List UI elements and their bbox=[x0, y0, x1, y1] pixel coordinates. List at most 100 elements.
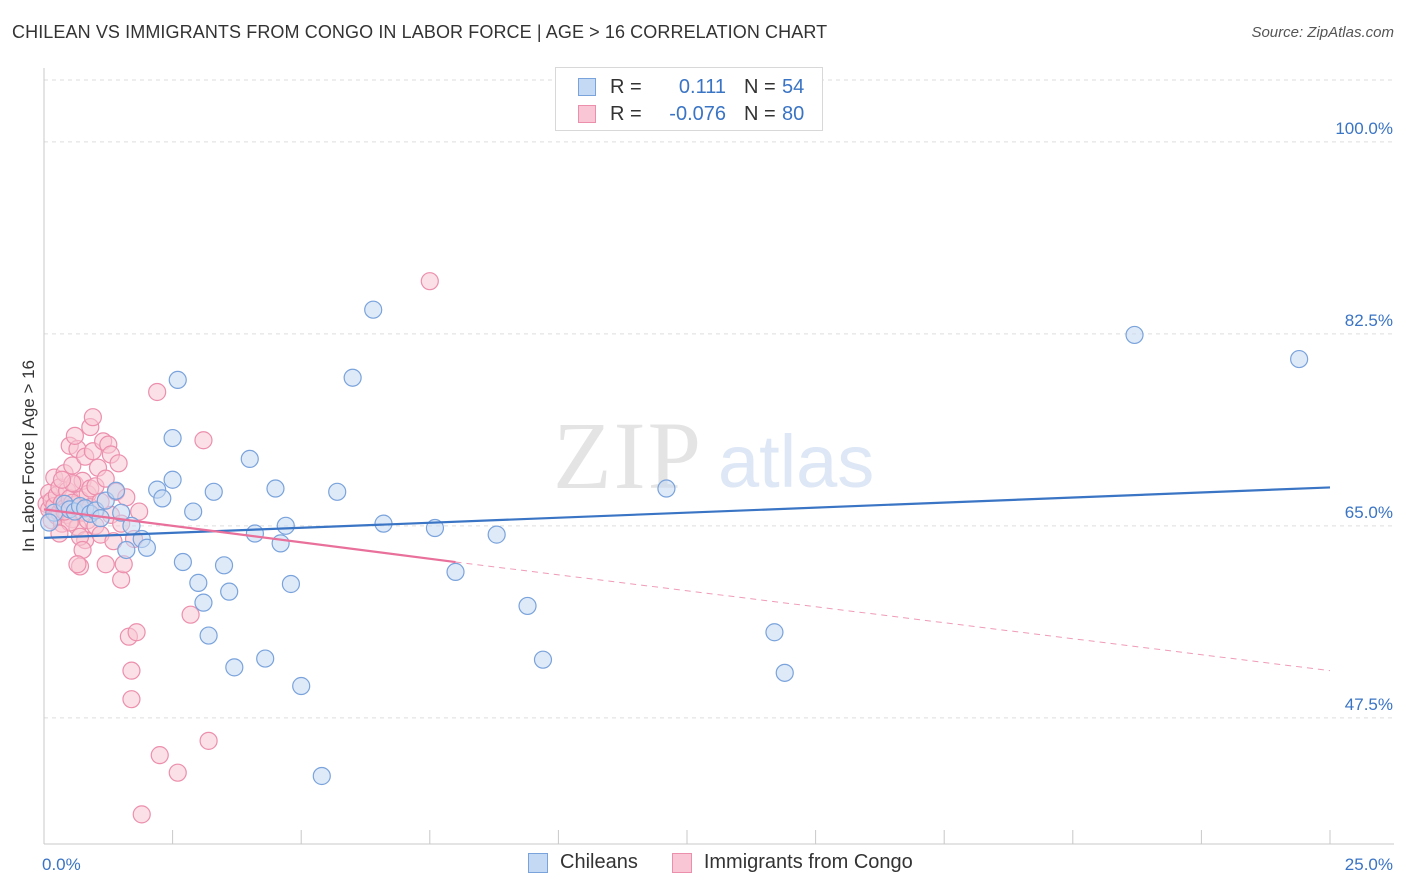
congo-point bbox=[122, 661, 141, 680]
chilean-point bbox=[106, 481, 126, 500]
chilean-point bbox=[245, 524, 265, 543]
chilean-point bbox=[657, 479, 676, 498]
congo-point bbox=[65, 426, 84, 445]
chilean-point bbox=[343, 368, 362, 387]
chilean-point bbox=[276, 516, 295, 535]
series-legend-chileans[interactable]: Chileans bbox=[528, 851, 638, 874]
chilean-point bbox=[117, 540, 136, 560]
chilean-point bbox=[168, 370, 187, 390]
series-swatch-chileans bbox=[528, 852, 548, 873]
congo-trend-extension bbox=[455, 561, 1331, 672]
chilean-point bbox=[487, 525, 506, 544]
congo-point bbox=[83, 408, 102, 427]
legend-row-congo: R = -0.076 N = 80 bbox=[578, 102, 804, 126]
y-tick-label: 65.0% bbox=[1345, 503, 1393, 522]
x-tick-label: 25.0% bbox=[1345, 855, 1393, 874]
congo-point bbox=[122, 690, 141, 709]
chilean-point bbox=[240, 449, 259, 469]
y-tick-label: 82.5% bbox=[1345, 311, 1393, 330]
congo-point bbox=[96, 555, 115, 574]
chilean-point bbox=[518, 596, 537, 616]
chilean-point bbox=[189, 573, 208, 592]
congo-point bbox=[148, 382, 167, 402]
congo-point bbox=[109, 454, 128, 473]
series-legend-congo[interactable]: Immigrants from Congo bbox=[671, 851, 913, 874]
chilean-point bbox=[328, 482, 347, 501]
legend-swatch-chileans bbox=[578, 78, 596, 96]
chilean-point bbox=[256, 649, 275, 668]
legend-n-label: N = bbox=[744, 75, 776, 98]
congo-points bbox=[37, 272, 439, 824]
chilean-point bbox=[225, 658, 244, 677]
chilean-point bbox=[1125, 325, 1144, 345]
congo-point bbox=[127, 623, 146, 642]
legend-r-value: -0.076 bbox=[669, 102, 726, 125]
chilean-point bbox=[1290, 349, 1309, 369]
congo-point bbox=[150, 746, 169, 765]
chilean-point bbox=[446, 562, 465, 582]
chilean-point bbox=[775, 663, 794, 682]
legend-r-label: R = bbox=[610, 75, 642, 98]
chilean-point bbox=[199, 626, 218, 645]
series-label-congo: Immigrants from Congo bbox=[703, 851, 913, 873]
y-tick-label: 100.0% bbox=[1335, 119, 1393, 138]
chilean-point bbox=[533, 650, 553, 669]
chilean-points bbox=[40, 300, 1309, 786]
congo-trend-line bbox=[43, 508, 456, 564]
chilean-point bbox=[312, 766, 331, 786]
legend-r-value: 0.111 bbox=[678, 75, 726, 98]
congo-point bbox=[104, 532, 123, 551]
y-tick-label: 47.5% bbox=[1345, 695, 1393, 714]
series-label-chileans: Chileans bbox=[560, 851, 638, 873]
chilean-point bbox=[292, 676, 311, 696]
chilean-point bbox=[112, 503, 131, 522]
x-tick-label: 0.0% bbox=[42, 855, 81, 874]
congo-point bbox=[199, 731, 218, 750]
legend-n-label: N = bbox=[744, 102, 776, 125]
chart-source: Source: ZipAtlas.com bbox=[1251, 24, 1394, 41]
chilean-point bbox=[153, 489, 172, 508]
chilean-point bbox=[194, 593, 213, 612]
chilean-point bbox=[765, 623, 784, 642]
chilean-point bbox=[163, 428, 182, 448]
chilean-point bbox=[137, 538, 156, 557]
trend-lines bbox=[43, 486, 1331, 672]
series-swatch-congo bbox=[671, 852, 692, 873]
congo-point bbox=[96, 469, 115, 488]
congo-point bbox=[181, 605, 200, 624]
congo-point bbox=[194, 431, 213, 450]
chart-title: CHILEAN VS IMMIGRANTS FROM CONGO IN LABO… bbox=[12, 22, 828, 42]
chilean-point bbox=[266, 479, 285, 498]
congo-point bbox=[68, 555, 87, 574]
chilean-point bbox=[271, 534, 290, 553]
legend-row-chileans: R = 0.111 N = 54 bbox=[578, 75, 804, 99]
legend-r-label: R = bbox=[610, 102, 642, 125]
congo-point bbox=[52, 470, 72, 489]
congo-point bbox=[168, 763, 187, 782]
watermark-atlas: atlas bbox=[718, 420, 874, 503]
chilean-point bbox=[220, 582, 239, 601]
chilean-point bbox=[40, 513, 59, 532]
chilean-point bbox=[364, 300, 383, 319]
chilean-point bbox=[214, 556, 234, 575]
chilean-point bbox=[173, 552, 192, 572]
chilean-point bbox=[281, 574, 301, 594]
congo-point bbox=[112, 570, 131, 589]
legend-swatch-congo bbox=[578, 105, 596, 123]
axis-layer: 47.5% 65.0% 82.5% 100.0% 0.0% 25.0% bbox=[42, 68, 1394, 874]
congo-point bbox=[132, 805, 151, 824]
chilean-point bbox=[204, 482, 223, 501]
congo-point bbox=[130, 502, 149, 521]
chilean-point bbox=[184, 502, 203, 521]
legend-n-value: 54 bbox=[782, 75, 805, 98]
series-legend: Chileans Immigrants from Congo bbox=[528, 851, 947, 874]
grid-layer bbox=[44, 79, 1394, 719]
legend-n-value: 80 bbox=[782, 102, 805, 125]
y-axis-label: In Labor Force | Age > 16 bbox=[19, 360, 38, 552]
congo-point bbox=[420, 272, 439, 291]
correlation-legend: R = 0.111 N = 54 R = -0.076 N = 80 bbox=[555, 67, 823, 131]
watermark-zip: ZIP bbox=[553, 402, 703, 509]
chilean-point bbox=[163, 470, 182, 489]
watermark: ZIP atlas bbox=[553, 402, 874, 509]
